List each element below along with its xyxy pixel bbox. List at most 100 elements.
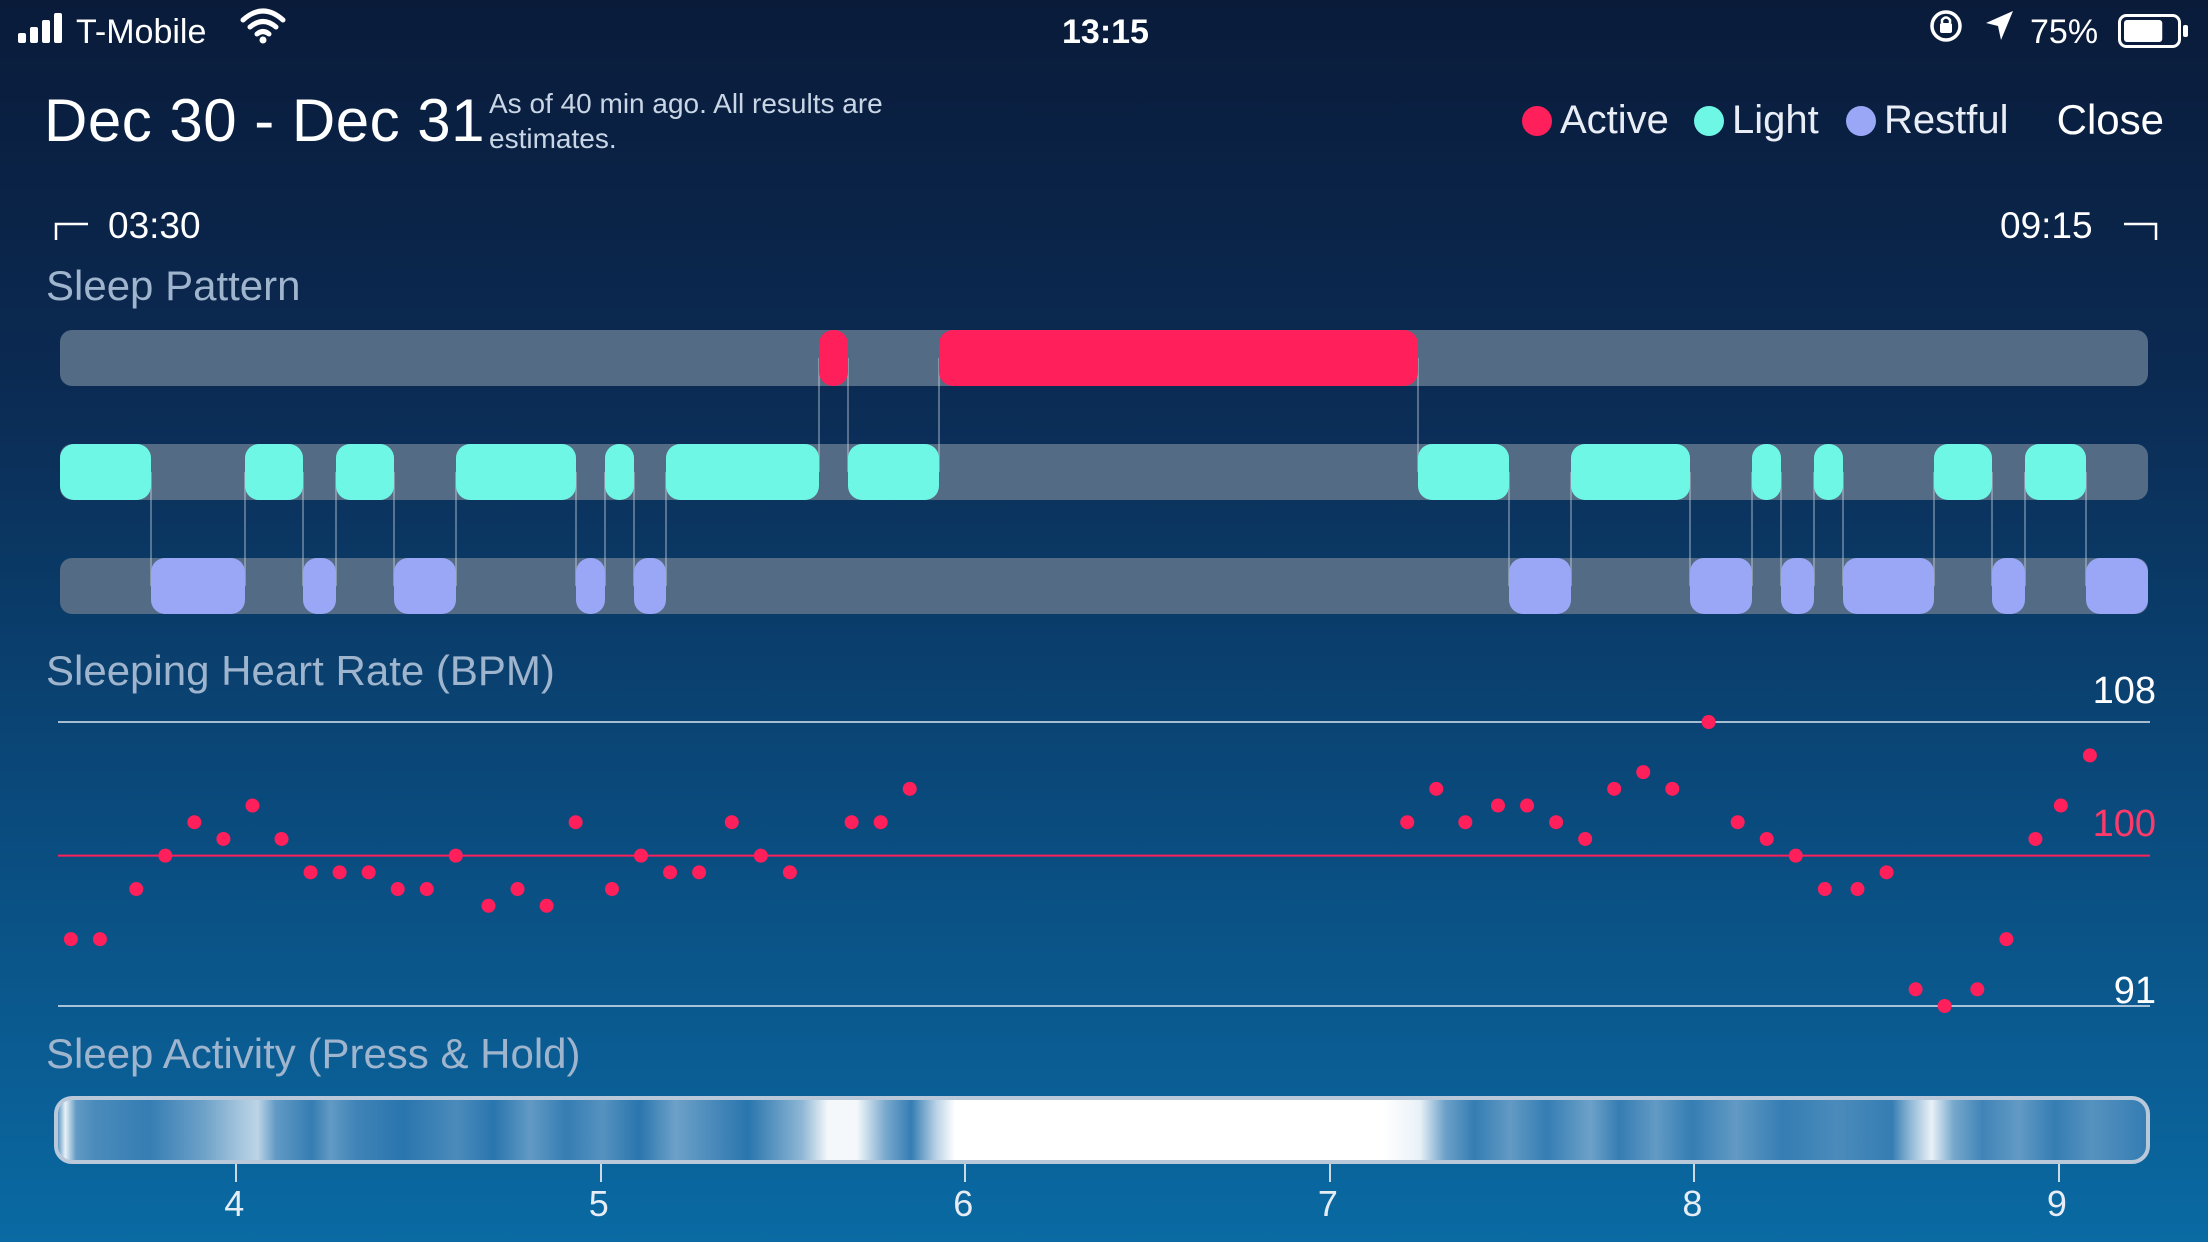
heart-rate-point [692, 865, 707, 880]
heart-rate-max-label: 108 [2092, 670, 2156, 712]
heart-rate-point [1429, 781, 1444, 796]
heart-rate-point [1937, 999, 1952, 1013]
legend-label: Active [1560, 98, 1669, 142]
heart-rate-title: Sleeping Heart Rate (BPM) [46, 647, 555, 694]
legend-dot-restful [1846, 105, 1876, 136]
battery-percent: 75% [2030, 13, 2099, 51]
heart-rate-point [1759, 831, 1774, 846]
heart-rate-min-label: 91 [2113, 970, 2156, 1012]
stage-transition-line [1780, 472, 1783, 586]
signal-icon [18, 10, 66, 54]
restful-segment [1508, 558, 1571, 614]
stage-transition-line [1932, 472, 1935, 586]
legend-dot-light [1694, 105, 1724, 136]
restful-segment [2086, 558, 2148, 614]
heart-rate-point [1817, 882, 1832, 897]
light-segment [1813, 444, 1843, 500]
heart-rate-point [634, 848, 649, 863]
legend-active: Active [1522, 98, 1669, 143]
tick-mark [1693, 1164, 1696, 1182]
close-button[interactable]: Close [2056, 96, 2164, 143]
heart-rate-point [419, 882, 434, 897]
heart-rate-point [1970, 982, 1985, 997]
heart-rate-point [902, 781, 917, 796]
stage-transition-line [2085, 472, 2088, 586]
restful-segment [1781, 558, 1814, 614]
stage-transition-line [1751, 472, 1754, 586]
range-start-time: 03:30 [108, 205, 201, 246]
sleep-pattern-chart[interactable] [0, 0, 2208, 640]
rotation-lock-icon [1928, 8, 1964, 52]
light-segment [245, 444, 304, 500]
tick-label: 5 [588, 1183, 609, 1224]
stage-transition-line [2023, 472, 2026, 586]
clock-time: 13:15 [1062, 13, 1149, 51]
restful-segment [303, 558, 336, 614]
legend-dot-active [1522, 105, 1552, 136]
stage-transition-line [1841, 472, 1844, 586]
date-range-title: Dec 30 - Dec 31 [44, 87, 486, 154]
heart-rate-point [724, 815, 739, 830]
sleep-activity-title: Sleep Activity (Press & Hold) [46, 1030, 581, 1077]
heart-rate-point [844, 815, 859, 830]
heart-rate-point [303, 865, 318, 880]
heart-rate-point [1490, 798, 1505, 813]
heart-rate-point [274, 831, 289, 846]
stage-transition-line [937, 358, 940, 472]
heart-rate-point [663, 865, 678, 880]
heart-rate-point [510, 882, 525, 897]
heart-rate-point [1400, 815, 1415, 830]
restful-segment [633, 558, 667, 614]
stage-transition-line [244, 472, 247, 586]
heart-rate-point [1701, 715, 1716, 729]
heart-rate-point [1788, 848, 1803, 863]
heart-rate-point [568, 815, 583, 830]
heart-rate-point [1850, 882, 1865, 897]
light-segment [666, 444, 819, 500]
stage-transition-line [817, 358, 820, 472]
restful-segment [575, 558, 605, 614]
tick-mark [2057, 1164, 2060, 1182]
range-end-time: 09:15 [2000, 205, 2093, 246]
heart-rate-point [245, 798, 260, 813]
heart-rate-point [1908, 982, 1923, 997]
heart-rate-point [1999, 932, 2014, 947]
heart-rate-point [129, 882, 144, 897]
tick-mark [1328, 1164, 1331, 1182]
light-segment [1418, 444, 1509, 500]
heart-rate-point [92, 932, 107, 947]
stage-transition-line [574, 472, 577, 586]
stage-transition-line [454, 472, 457, 586]
heart-rate-point [2082, 748, 2097, 763]
stage-transition-line [1417, 358, 1420, 472]
heart-rate-point [158, 848, 173, 863]
light-track [60, 444, 2148, 500]
light-segment [1933, 444, 1992, 500]
restful-segment [150, 558, 246, 614]
heart-rate-point [1665, 781, 1680, 796]
light-segment [2024, 444, 2087, 500]
heart-rate-point [2053, 798, 2068, 813]
results-note: As of 40 min ago. All results are estima… [489, 88, 883, 154]
stage-transition-line [1569, 472, 1572, 586]
tick-mark [599, 1164, 602, 1182]
light-segment [604, 444, 634, 500]
active-segment [938, 330, 1419, 386]
tick-label: 8 [1682, 1183, 1703, 1224]
heart-rate-point [448, 848, 463, 863]
light-segment [60, 444, 151, 500]
tick-label: 9 [2046, 1183, 2067, 1224]
stage-transition-line [149, 472, 152, 586]
heart-rate-point [1458, 815, 1473, 830]
stage-transition-line [1990, 472, 1993, 586]
heart-rate-point [2028, 831, 2043, 846]
stage-transition-line [846, 358, 849, 472]
heart-rate-point [1607, 781, 1622, 796]
wifi-icon [240, 8, 286, 52]
light-segment [455, 444, 576, 500]
carrier-name: T-Mobile [76, 13, 207, 51]
heart-rate-point [873, 815, 888, 830]
heart-rate-point [604, 882, 619, 897]
sleep-activity-bar[interactable] [54, 1096, 2150, 1164]
